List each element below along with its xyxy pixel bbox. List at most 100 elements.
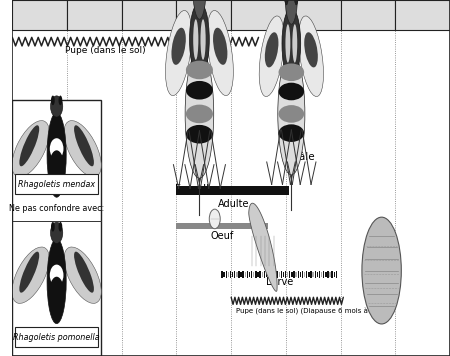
Ellipse shape: [265, 32, 279, 67]
Ellipse shape: [12, 121, 49, 177]
Text: Pupe (dans le sol) (Diapause 6 mois à 4 ans): Pupe (dans le sol) (Diapause 6 mois à 4 …: [236, 308, 392, 315]
Ellipse shape: [362, 217, 401, 324]
Ellipse shape: [171, 28, 186, 65]
Bar: [297, 271, 299, 278]
Bar: [14, 327, 98, 347]
Bar: [341, 0, 395, 30]
Ellipse shape: [186, 61, 213, 79]
Bar: [325, 272, 327, 277]
Text: Juillet: Juillet: [188, 11, 219, 20]
Ellipse shape: [279, 83, 304, 100]
Ellipse shape: [50, 265, 63, 286]
Text: Adulte: Adulte: [218, 199, 250, 209]
Bar: [308, 272, 310, 277]
Ellipse shape: [49, 277, 64, 310]
Bar: [266, 272, 267, 277]
Text: Larve: Larve: [266, 277, 293, 287]
Bar: [240, 272, 242, 277]
Bar: [234, 271, 235, 278]
Bar: [67, 0, 122, 30]
Text: Avril: Avril: [27, 11, 52, 20]
Bar: [289, 271, 291, 278]
Bar: [323, 271, 324, 278]
Ellipse shape: [293, 0, 299, 5]
Bar: [319, 271, 320, 278]
Bar: [306, 271, 307, 278]
Bar: [321, 272, 322, 277]
Ellipse shape: [278, 53, 305, 175]
Bar: [221, 271, 223, 278]
Ellipse shape: [50, 222, 63, 244]
Bar: [279, 272, 280, 277]
Bar: [283, 272, 284, 277]
Ellipse shape: [166, 11, 192, 95]
Text: Mai: Mai: [85, 11, 104, 20]
Ellipse shape: [285, 0, 298, 24]
Ellipse shape: [19, 252, 39, 293]
Bar: [255, 271, 256, 278]
Bar: [261, 272, 263, 277]
Bar: [287, 272, 288, 277]
Text: Juin: Juin: [139, 11, 159, 20]
Ellipse shape: [50, 138, 63, 159]
Bar: [260, 271, 261, 278]
Ellipse shape: [64, 247, 101, 303]
Ellipse shape: [304, 32, 318, 67]
Ellipse shape: [209, 209, 220, 229]
Ellipse shape: [189, 2, 209, 77]
Bar: [276, 271, 278, 278]
Ellipse shape: [47, 239, 66, 324]
Bar: [251, 271, 252, 278]
Bar: [270, 272, 271, 277]
Bar: [296, 272, 297, 277]
Ellipse shape: [74, 125, 94, 166]
Bar: [272, 271, 274, 278]
Ellipse shape: [19, 125, 39, 166]
Bar: [336, 271, 337, 278]
Bar: [327, 271, 328, 278]
Bar: [257, 272, 259, 277]
Ellipse shape: [285, 24, 290, 63]
Ellipse shape: [292, 24, 297, 63]
Bar: [122, 0, 176, 30]
Ellipse shape: [299, 16, 324, 96]
Text: Septembre: Septembre: [284, 11, 342, 20]
Ellipse shape: [193, 0, 206, 19]
Bar: [300, 272, 301, 277]
Ellipse shape: [284, 0, 289, 5]
Bar: [264, 271, 265, 278]
Ellipse shape: [51, 222, 55, 232]
Ellipse shape: [279, 105, 304, 123]
Text: Mâle: Mâle: [290, 152, 315, 162]
Bar: [231, 0, 286, 30]
Bar: [12, 0, 67, 30]
Ellipse shape: [58, 222, 62, 232]
Bar: [293, 271, 295, 278]
Bar: [228, 272, 229, 277]
Bar: [249, 272, 250, 277]
Bar: [14, 174, 98, 194]
Bar: [317, 272, 318, 277]
Bar: [224, 272, 225, 277]
Bar: [333, 272, 335, 277]
Bar: [329, 272, 331, 277]
Bar: [236, 272, 238, 277]
Bar: [286, 0, 341, 30]
Bar: [243, 271, 244, 278]
Bar: [395, 0, 450, 30]
Bar: [281, 271, 282, 278]
Ellipse shape: [49, 150, 64, 184]
Polygon shape: [249, 203, 277, 291]
Bar: [310, 271, 312, 278]
Text: Pupe (dans le sol): Pupe (dans le sol): [65, 46, 146, 55]
Ellipse shape: [185, 49, 214, 178]
Text: Octobre: Octobre: [346, 11, 389, 20]
Bar: [274, 272, 276, 277]
Bar: [302, 271, 303, 278]
Bar: [230, 271, 231, 278]
Bar: [176, 186, 288, 195]
Bar: [268, 271, 269, 278]
Bar: [176, 223, 268, 229]
Text: Hiver: Hiver: [408, 11, 437, 20]
Ellipse shape: [200, 19, 206, 60]
